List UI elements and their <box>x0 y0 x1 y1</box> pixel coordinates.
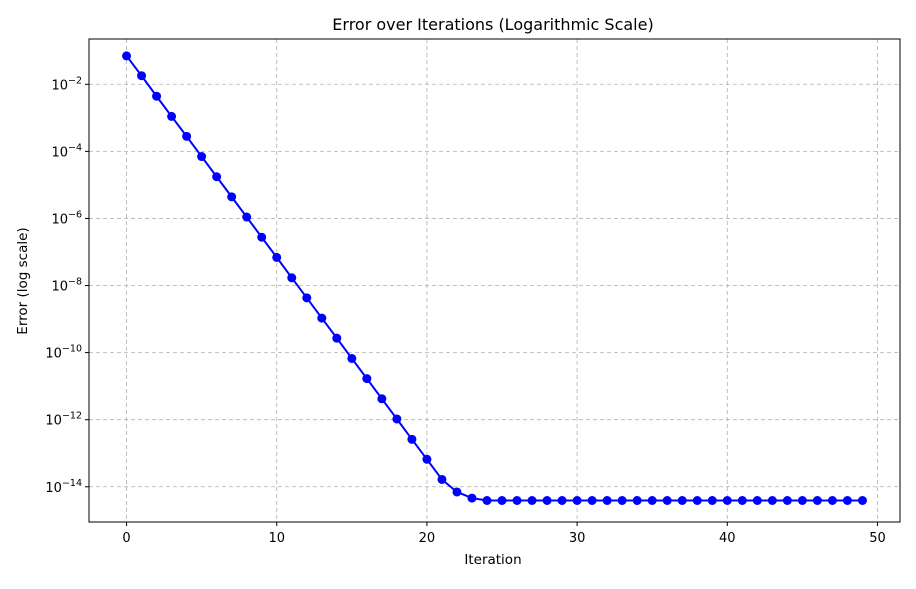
x-tick-label: 0 <box>122 531 130 546</box>
y-tick-label: 10−4 <box>51 142 82 160</box>
data-point <box>798 496 807 505</box>
data-point <box>498 496 507 505</box>
y-tick-label: 10−8 <box>51 277 82 295</box>
data-point <box>513 496 522 505</box>
data-point <box>663 496 672 505</box>
y-tick-label: 10−6 <box>51 209 82 227</box>
data-point <box>332 334 341 343</box>
data-point <box>768 496 777 505</box>
x-axis-label: Iteration <box>464 552 521 568</box>
y-axis-ticks: 10−2 10−4 10−6 10−8 10−10 10−12 10−14 <box>45 75 89 496</box>
data-point <box>437 475 446 484</box>
data-point <box>392 414 401 423</box>
x-tick-label: 40 <box>719 531 736 546</box>
data-point <box>543 496 552 505</box>
data-point <box>708 496 717 505</box>
x-tick-label: 50 <box>869 531 886 546</box>
series-error <box>122 51 867 505</box>
data-point <box>467 494 476 503</box>
y-tick-label: 10−14 <box>45 478 82 496</box>
y-tick-label: 10−12 <box>45 411 82 429</box>
data-point <box>407 435 416 444</box>
data-point <box>137 71 146 80</box>
data-point <box>347 354 356 363</box>
data-point <box>122 51 131 60</box>
data-point <box>227 192 236 201</box>
data-point <box>843 496 852 505</box>
data-point <box>287 273 296 282</box>
data-point <box>588 496 597 505</box>
data-point <box>182 132 191 141</box>
grid <box>89 39 900 522</box>
data-point <box>783 496 792 505</box>
data-point <box>452 487 461 496</box>
x-tick-label: 20 <box>419 531 436 546</box>
data-point <box>272 253 281 262</box>
data-point <box>317 314 326 323</box>
data-point <box>693 496 702 505</box>
data-point <box>828 496 837 505</box>
data-point <box>738 496 747 505</box>
data-point <box>362 374 371 383</box>
data-point <box>558 496 567 505</box>
data-point <box>723 496 732 505</box>
data-point <box>377 394 386 403</box>
data-point <box>257 233 266 242</box>
data-point <box>167 112 176 121</box>
plot-frame <box>89 39 900 522</box>
y-tick-label: 10−10 <box>45 344 82 362</box>
data-point <box>422 455 431 464</box>
data-point <box>678 496 687 505</box>
x-tick-label: 10 <box>268 531 285 546</box>
data-point <box>813 496 822 505</box>
data-point <box>152 92 161 101</box>
x-tick-label: 30 <box>569 531 586 546</box>
data-point <box>618 496 627 505</box>
series-line <box>127 56 863 501</box>
data-point <box>573 496 582 505</box>
data-point <box>753 496 762 505</box>
data-point <box>302 293 311 302</box>
data-point <box>242 213 251 222</box>
chart-title: Error over Iterations (Logarithmic Scale… <box>332 15 653 34</box>
y-tick-label: 10−2 <box>51 75 82 93</box>
data-point <box>482 496 491 505</box>
data-point <box>528 496 537 505</box>
y-axis-label: Error (log scale) <box>15 227 31 334</box>
data-point <box>212 172 221 181</box>
data-point <box>603 496 612 505</box>
x-axis-ticks: 0 10 20 30 40 50 <box>122 522 885 546</box>
data-point <box>197 152 206 161</box>
data-point <box>648 496 657 505</box>
data-point <box>633 496 642 505</box>
data-point <box>858 496 867 505</box>
